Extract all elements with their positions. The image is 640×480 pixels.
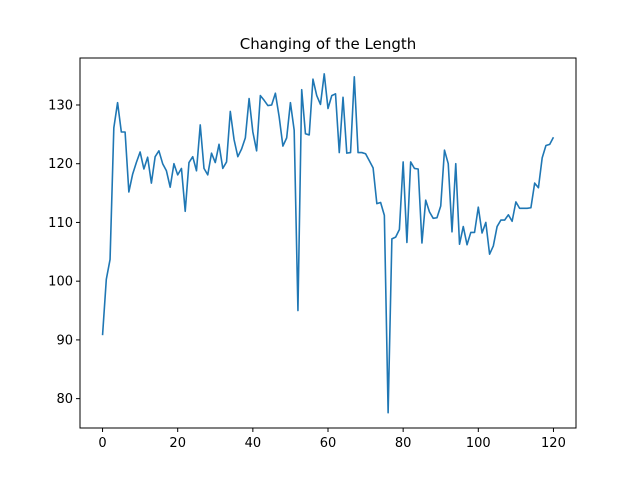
x-tick-label: 80 bbox=[395, 436, 412, 451]
x-tick-label: 120 bbox=[541, 436, 566, 451]
y-tick-label: 120 bbox=[48, 157, 73, 172]
chart-title: Changing of the Length bbox=[240, 35, 417, 53]
x-tick-label: 100 bbox=[466, 436, 491, 451]
y-tick-label: 130 bbox=[48, 98, 73, 113]
y-tick-label: 110 bbox=[48, 216, 73, 231]
x-tick-label: 20 bbox=[169, 436, 186, 451]
plot-frame bbox=[79, 57, 577, 429]
y-tick-label: 90 bbox=[56, 333, 73, 348]
x-tick-label: 60 bbox=[320, 436, 337, 451]
x-tick-label: 40 bbox=[245, 436, 262, 451]
plot-area: 0 20 40 60 80 100 120 80 90 100 110 120 130 bbox=[48, 73, 566, 451]
y-tick-label: 100 bbox=[48, 275, 73, 290]
series-line-0 bbox=[101, 73, 555, 414]
y-tick-label: 80 bbox=[56, 392, 73, 407]
x-tick-label: 0 bbox=[98, 436, 106, 451]
